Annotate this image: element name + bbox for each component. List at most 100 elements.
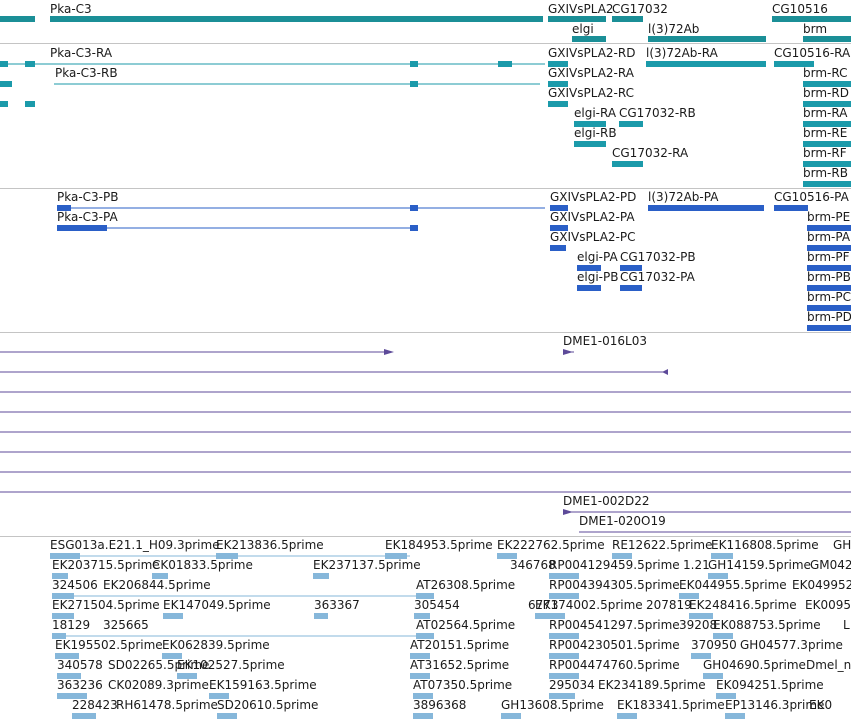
protein-label[interactable]: brm-PF [807,250,850,264]
est-label[interactable]: 207819 [646,598,692,612]
transcript-label[interactable]: brm-RD [803,86,849,100]
est-label[interactable]: 363236 [57,678,103,692]
protein-label[interactable]: CG17032-PB [620,250,696,264]
est-label[interactable]: 3896368 [413,698,467,712]
transcript-label[interactable]: GXIVsPLA2-RA [548,66,634,80]
protein-label[interactable]: brm-PC [807,290,851,304]
est-label[interactable]: GH04577.3prime [740,638,843,652]
gene-label[interactable]: brm [803,22,828,36]
est-label[interactable]: 228423 [72,698,118,712]
est-label[interactable]: RP004474760.5prime [549,658,680,672]
est-label[interactable]: 305454 [414,598,460,612]
est-label[interactable]: RP004394305.5prime [549,578,680,592]
est-label[interactable]: EK044955.5prime [679,578,787,592]
est-label[interactable]: 325665 [103,618,149,632]
est-label[interactable]: EK195502.5prime [55,638,163,652]
est-label[interactable]: EK116808.5prime [711,538,819,552]
gene-label[interactable]: Pka-C3 [50,2,92,16]
gene-track-glyphs[interactable] [0,16,851,42]
est-label[interactable]: ESG013a.E21.1_H09.3prime [50,538,220,552]
est-label[interactable]: SD02265.5prime [108,658,210,672]
transcript-label[interactable]: brm-RC [803,66,848,80]
protein-label[interactable]: elgi-PB [577,270,619,284]
protein-label[interactable]: brm-PE [807,210,851,224]
est-label[interactable]: EK094251.5prime [716,678,824,692]
protein-label[interactable]: GXIVsPLA2-PD [550,190,637,204]
transcript-label[interactable]: elgi-RA [574,106,617,120]
est-label[interactable]: L [843,618,850,632]
transcript-track-glyphs[interactable] [0,61,851,187]
est-label[interactable]: EK234189.5prime [598,678,706,692]
protein-label[interactable]: brm-PB [807,270,851,284]
est-label[interactable]: RP004129459.5prime [549,558,680,572]
est-label[interactable]: EK222762.5prime [497,538,605,552]
transcript-label[interactable]: brm-RB [803,166,848,180]
transcript-label[interactable]: CG17032-RB [619,106,696,120]
clone-label[interactable]: DME1-002D22 [563,494,650,508]
est-label[interactable]: EK049952 [792,578,851,592]
est-label[interactable]: EK248416.5prime [689,598,797,612]
est-label[interactable]: AT26308.5prime [416,578,516,592]
est-label[interactable]: 346768 [510,558,556,572]
clone-label[interactable]: DME1-016L03 [563,334,647,348]
est-label[interactable]: AT31652.5prime [410,658,510,672]
transcript-label[interactable]: l(3)72Ab-RA [646,46,718,60]
gene-label[interactable]: elgi [572,22,594,36]
gene-label[interactable]: l(3)72Ab [648,22,700,36]
transcript-label[interactable]: brm-RE [803,126,848,140]
transcript-label[interactable]: Pka-C3-RB [55,66,118,80]
est-label[interactable]: 324506 [52,578,98,592]
est-label[interactable]: GH13608.5prime [501,698,604,712]
protein-label[interactable]: CG10516-PA [774,190,849,204]
est-label[interactable]: RP004541297.5prime [549,618,680,632]
est-label[interactable]: EK0 [809,698,833,712]
clone-label[interactable]: DME1-020O19 [579,514,666,528]
protein-label[interactable]: Pka-C3-PB [57,190,119,204]
est-label[interactable]: EK174002.5prime [535,598,643,612]
transcript-label[interactable]: GXIVsPLA2-RC [548,86,635,100]
protein-track-glyphs[interactable] [57,205,851,331]
transcript-label[interactable]: elgi-RB [574,126,617,140]
protein-label[interactable]: CG17032-PA [620,270,695,284]
protein-label[interactable]: GXIVsPLA2-PC [550,230,636,244]
est-label[interactable]: EK088753.5prime [713,618,821,632]
est-label[interactable]: GH04690.5prime [703,658,806,672]
est-track-glyphs[interactable] [50,553,745,719]
est-label[interactable]: CK01833.5prime [152,558,253,572]
est-label[interactable]: 363367 [314,598,360,612]
est-label[interactable]: AT02564.5prime [416,618,516,632]
est-label[interactable]: EK184953.5prime [385,538,493,552]
est-label[interactable]: GM042 [810,558,851,572]
est-label[interactable]: EP13146.3prime [725,698,825,712]
est-label[interactable]: EK237137.5prime [313,558,421,572]
est-label[interactable]: GH [833,538,851,552]
est-label[interactable]: 18129 [52,618,91,632]
est-label[interactable]: RH61478.5prime [116,698,218,712]
transcript-label[interactable]: brm-RA [803,106,848,120]
transcript-label[interactable]: GXIVsPLA2-RD [548,46,636,60]
est-label[interactable]: GH14159.5prime [708,558,811,572]
transcript-label[interactable]: CG17032-RA [612,146,689,160]
gene-label[interactable]: CG17032 [612,2,668,16]
est-label[interactable]: EK102527.5prime [177,658,285,672]
est-label[interactable]: RE12622.5prime [612,538,713,552]
protein-label[interactable]: GXIVsPLA2-PA [550,210,635,224]
est-label[interactable]: EK0095 [805,598,851,612]
est-label[interactable]: 370950 [691,638,737,652]
transcript-label[interactable]: brm-RF [803,146,847,160]
est-label[interactable]: 295034 [549,678,595,692]
est-label[interactable]: Dmel_ne [806,658,851,672]
gene-label[interactable]: CG10516 [772,2,828,16]
protein-label[interactable]: l(3)72Ab-PA [648,190,719,204]
gene-label[interactable]: GXIVsPLA2 [548,2,614,16]
est-label[interactable]: RP004230501.5prime [549,638,680,652]
transcript-label[interactable]: Pka-C3-RA [50,46,113,60]
est-label[interactable]: EK147049.5prime [163,598,271,612]
est-label[interactable]: EK206844.5prime [103,578,211,592]
est-label[interactable]: EK159163.5prime [209,678,317,692]
est-label[interactable]: SD20610.5prime [217,698,319,712]
est-label[interactable]: CK02089.3prime [108,678,209,692]
protein-label[interactable]: brm-PA [807,230,851,244]
protein-label[interactable]: brm-PD [807,310,851,324]
clone-track-glyphs[interactable] [0,349,851,533]
